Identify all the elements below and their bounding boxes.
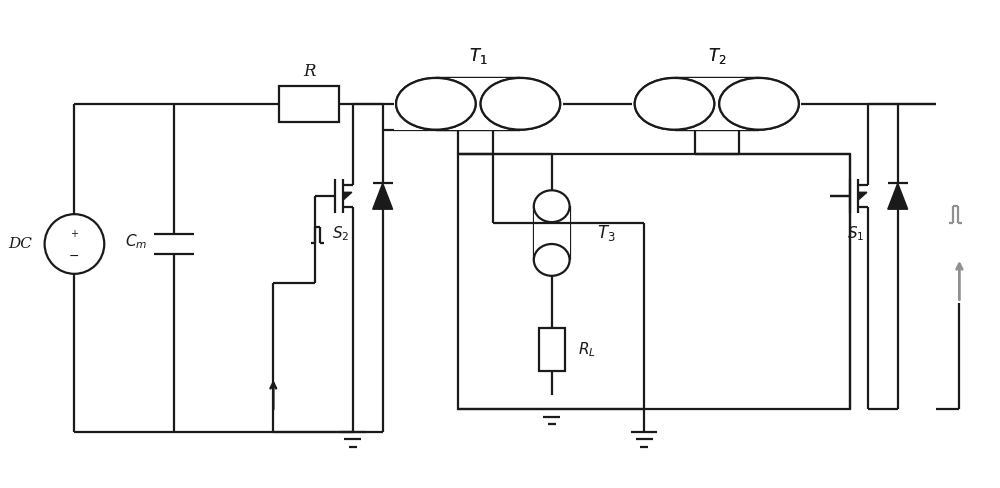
Ellipse shape — [534, 190, 570, 222]
Ellipse shape — [635, 78, 714, 130]
Polygon shape — [858, 192, 867, 200]
Bar — [436, 78, 520, 130]
Text: $T_2$: $T_2$ — [708, 46, 726, 66]
Text: $S_1$: $S_1$ — [847, 224, 865, 244]
Ellipse shape — [396, 78, 476, 130]
Text: $T_1$: $T_1$ — [469, 46, 487, 66]
Ellipse shape — [481, 78, 560, 130]
Text: $T_1$: $T_1$ — [469, 46, 487, 66]
Bar — [436, 78, 520, 130]
Bar — [279, 86, 339, 122]
Text: R: R — [303, 63, 315, 81]
Text: +: + — [70, 229, 78, 239]
Bar — [632, 78, 801, 130]
Ellipse shape — [719, 78, 799, 130]
Ellipse shape — [635, 78, 714, 130]
Bar — [539, 327, 565, 371]
Bar — [394, 78, 563, 130]
Ellipse shape — [719, 78, 799, 130]
Text: $R_L$: $R_L$ — [578, 340, 595, 359]
Text: $T_2$: $T_2$ — [708, 46, 726, 66]
Ellipse shape — [481, 78, 560, 130]
Bar — [458, 154, 850, 409]
Polygon shape — [888, 183, 908, 209]
Text: $S_2$: $S_2$ — [332, 224, 350, 244]
Polygon shape — [373, 183, 393, 209]
Ellipse shape — [534, 244, 570, 276]
Bar — [534, 206, 570, 260]
Text: $T_3$: $T_3$ — [597, 223, 616, 243]
Text: −: − — [69, 249, 80, 263]
Ellipse shape — [396, 78, 476, 130]
Text: $C_m$: $C_m$ — [125, 233, 147, 251]
Bar — [675, 78, 759, 130]
Bar — [675, 78, 759, 130]
Text: DC: DC — [8, 237, 32, 251]
Polygon shape — [343, 192, 352, 200]
